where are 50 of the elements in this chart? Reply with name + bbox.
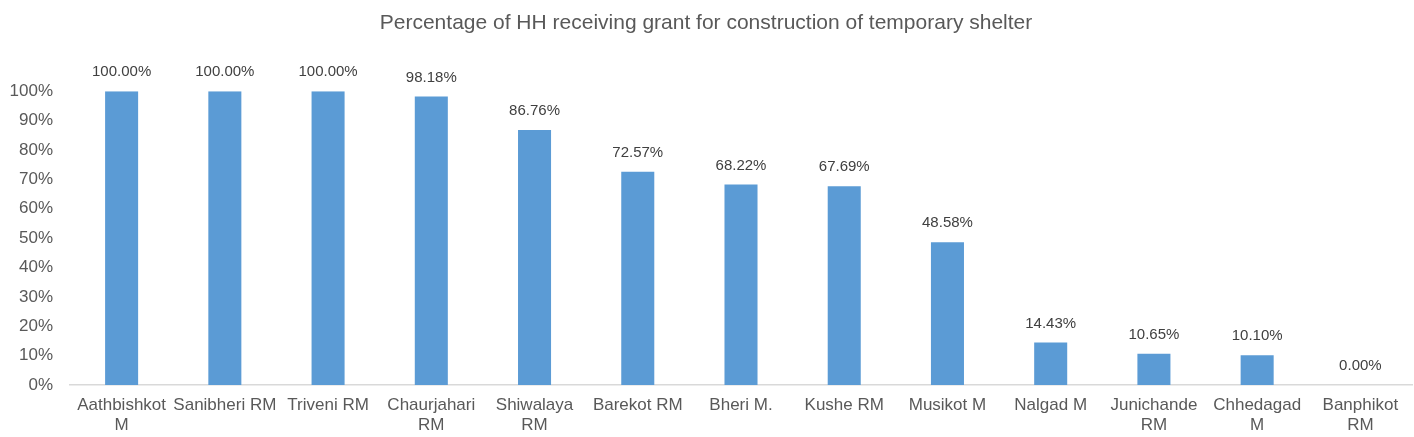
bar	[724, 184, 758, 385]
bar	[105, 91, 139, 385]
data-label: 100.00%	[298, 62, 358, 80]
data-label: 0.00%	[1339, 356, 1382, 374]
data-label: 68.22%	[715, 155, 767, 173]
y-tick-label: 0%	[28, 374, 53, 394]
x-tick-label: Chhedagad M	[1213, 394, 1302, 435]
bar	[621, 171, 655, 385]
data-label: 100.00%	[92, 62, 152, 80]
x-tick-label: Kushe RM	[804, 394, 884, 414]
y-tick-label: 20%	[18, 315, 53, 335]
data-label: 86.76%	[509, 101, 560, 119]
y-tick-label: 90%	[18, 110, 53, 130]
x-tick-label: Barekot RM	[592, 394, 683, 414]
x-tick-label: Chaurjahari RM	[387, 394, 476, 435]
x-tick-label: Bheri M.	[709, 394, 773, 414]
bar	[311, 91, 345, 385]
x-tick-label: Banphikot RM	[1322, 394, 1399, 435]
data-label: 10.65%	[1128, 324, 1180, 342]
bar	[827, 186, 861, 385]
y-tick-label: 80%	[18, 139, 53, 159]
x-tick-label: Junichande RM	[1110, 394, 1198, 435]
x-tick-label: Musikot M	[908, 394, 987, 414]
chart-title: Percentage of HH receiving grant for construction of temporary shelter	[379, 10, 1033, 34]
x-tick-label: Shiwalaya RM	[495, 394, 574, 435]
bar	[1137, 353, 1171, 385]
bar	[208, 91, 242, 385]
bar	[518, 130, 552, 385]
bar	[1034, 342, 1068, 385]
y-tick-label: 60%	[18, 198, 53, 218]
x-tick-label: Aathbishkot M	[77, 394, 167, 435]
bar	[414, 96, 448, 385]
y-tick-label: 10%	[18, 345, 53, 365]
bar	[930, 242, 964, 385]
y-tick-label: 40%	[18, 257, 53, 277]
bar	[1240, 355, 1274, 385]
data-label: 67.69%	[818, 157, 870, 175]
data-label: 98.18%	[405, 67, 457, 85]
y-tick-label: 70%	[18, 169, 53, 189]
data-label: 48.58%	[922, 213, 973, 231]
x-tick-label: Sanibheri RM	[173, 394, 277, 414]
y-tick-label: 100%	[9, 80, 53, 100]
data-label: 10.10%	[1231, 326, 1283, 344]
data-label: 14.43%	[1025, 313, 1077, 331]
y-tick-label: 50%	[18, 227, 53, 247]
x-tick-label: Nalgad M	[1014, 394, 1088, 414]
x-tick-label: Triveni RM	[287, 394, 369, 414]
data-label: 72.57%	[612, 142, 664, 160]
y-tick-label: 30%	[18, 286, 53, 306]
data-label: 100.00%	[195, 62, 255, 80]
